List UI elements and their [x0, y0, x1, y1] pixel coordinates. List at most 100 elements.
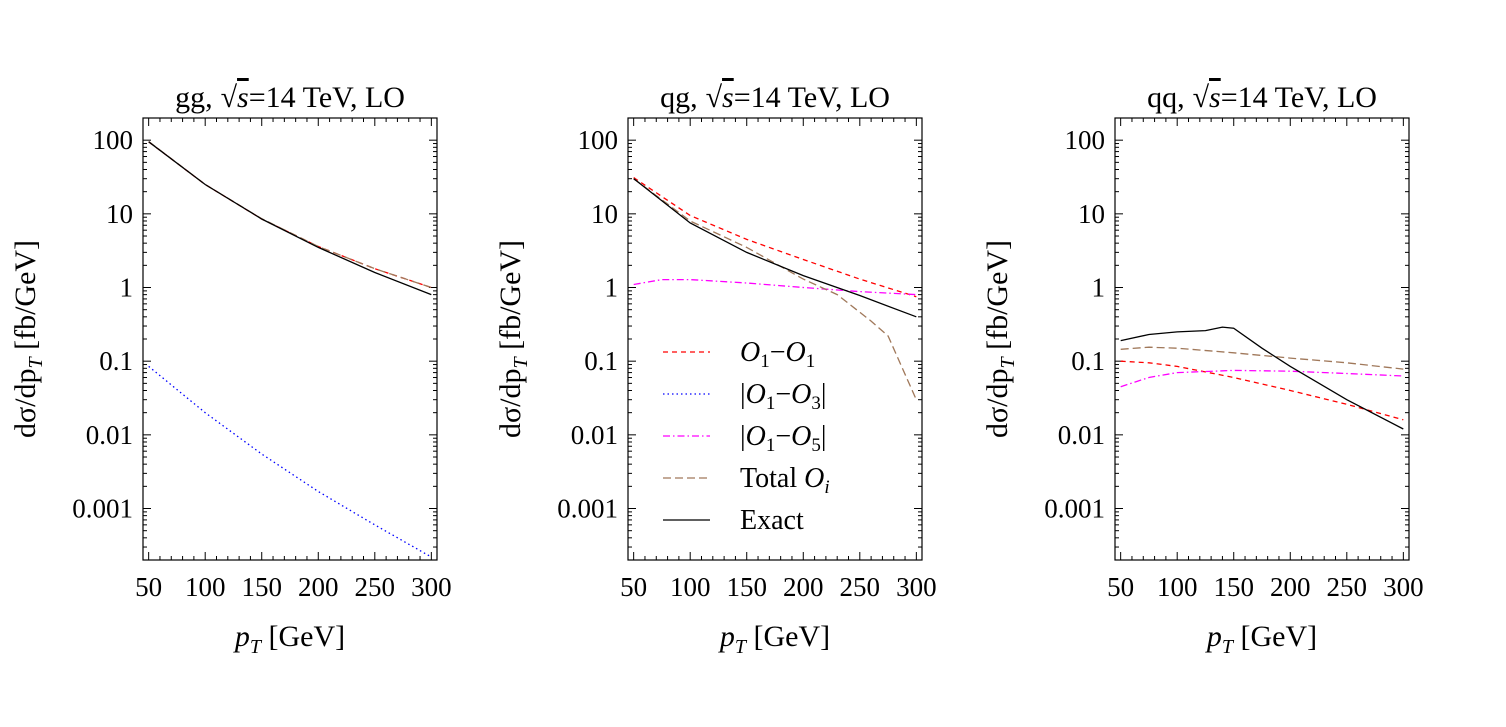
series-line-total: [148, 140, 432, 289]
title-sqrt-var: s: [1209, 81, 1221, 114]
chart-panel-2: 100 10 1 0.1 0.01 0.001 50 100 150 200 250 300 qg, √s…: [494, 81, 937, 658]
minus-sign: −: [775, 421, 791, 452]
x-tick-label: 200: [783, 572, 824, 602]
y-tick-label: 100: [93, 125, 134, 155]
chart-title: qq, √s=14 TeV, LO: [1147, 81, 1377, 114]
chart-panel-3: 100 10 1 0.1 0.01 0.001 50 100 150 200 250 300 qq, √s…: [981, 81, 1424, 658]
series-line-o1o5: [633, 278, 917, 296]
y-tick-label: 1: [1092, 273, 1106, 303]
op-a: O: [746, 421, 766, 452]
x-tick-label: 250: [840, 572, 881, 602]
abs-bar: |: [740, 379, 746, 410]
title-sqrt-symbol: √: [706, 81, 723, 114]
series-line-o1o1: [633, 177, 917, 298]
y-tick-label: 0.01: [1058, 420, 1105, 450]
series-line-o1o5: [1120, 369, 1404, 388]
x-tick-label: 250: [355, 572, 396, 602]
y-axis-label: dσ/dpT [fb/GeV]: [494, 240, 532, 438]
legend-label-o1o3: |O1−O3|: [740, 379, 826, 414]
y-tick-label: 10: [106, 199, 133, 229]
x-tick-label: 150: [241, 572, 282, 602]
y-tick-label: 0.1: [1071, 346, 1105, 376]
y-tick-label: 0.1: [584, 346, 618, 376]
x-tick-label: 300: [1383, 572, 1424, 602]
abs-bar: |: [740, 421, 746, 452]
y-tick-label: 0.01: [571, 420, 618, 450]
x-label-var: p: [1205, 620, 1222, 653]
plot-frame: [1114, 117, 1410, 561]
title-sqrt-symbol: √: [221, 81, 238, 114]
y-tick-label: 1: [120, 273, 134, 303]
y-tick-label: 10: [1078, 199, 1105, 229]
x-label-sub: T: [250, 636, 263, 658]
series-line-o1o1: [148, 141, 432, 289]
x-label-sub: T: [735, 636, 748, 658]
y-label-unit: [fb/GeV]: [981, 240, 1014, 357]
y-tick-label: 1: [605, 273, 619, 303]
legend-text: Total: [740, 463, 804, 494]
op-b: O: [791, 421, 811, 452]
title-sqrt-var: s: [722, 81, 734, 114]
op-b-sub: 1: [806, 351, 816, 372]
x-axis-label: pT [GeV]: [1205, 620, 1317, 658]
x-tick-label: 300: [896, 572, 937, 602]
title-rest: =14 TeV, LO: [734, 81, 890, 114]
op-a-sub: 1: [760, 351, 770, 372]
x-tick-label: 50: [135, 572, 162, 602]
x-label-sub: T: [1222, 636, 1235, 658]
x-axis-label: pT [GeV]: [233, 620, 345, 658]
y-label-sub: T: [25, 356, 47, 369]
title-sqrt-var: s: [237, 81, 249, 114]
plot-frame: [142, 117, 438, 561]
title-process: gg,: [175, 81, 213, 114]
y-tick-label: 100: [1065, 125, 1106, 155]
x-tick-label: 100: [185, 572, 226, 602]
series-line-total: [1120, 346, 1404, 370]
op-a: O: [746, 379, 766, 410]
y-tick-label: 10: [591, 199, 618, 229]
x-label-var: p: [233, 620, 250, 653]
y-tick-label: 100: [578, 125, 619, 155]
op-b-sub: 5: [811, 435, 821, 456]
op-b: O: [786, 337, 806, 368]
title-rest: =14 TeV, LO: [1221, 81, 1377, 114]
y-label-sub: T: [510, 356, 532, 369]
y-label-prefix: dσ/dp: [9, 369, 42, 439]
chart-panel-1: 100 10 1 0.1 0.01 0.001 50 100 150 200 250 300 gg, √s…: [9, 81, 452, 658]
title-process: qq,: [1147, 81, 1185, 114]
legend-text: Exact: [740, 505, 804, 536]
abs-bar: |: [821, 421, 827, 452]
series-line-exact: [148, 141, 432, 296]
title-sqrt-symbol: √: [1193, 81, 1210, 114]
legend-label-exact: Exact: [740, 505, 804, 536]
op-b-sub: 3: [811, 393, 821, 414]
x-tick-label: 150: [726, 572, 767, 602]
chart-title: qg, √s=14 TeV, LO: [660, 81, 890, 114]
series-line-exact: [1120, 326, 1404, 430]
x-label-unit: [GeV]: [746, 620, 830, 653]
series-line-exact: [633, 178, 917, 318]
minus-sign: −: [775, 379, 791, 410]
x-tick-label: 200: [1270, 572, 1311, 602]
op-b: O: [791, 379, 811, 410]
x-label-var: p: [718, 620, 735, 653]
legend-label-o1o5: |O1−O5|: [740, 421, 826, 456]
abs-bar: |: [821, 379, 827, 410]
op-a-sub: 1: [766, 435, 776, 456]
y-tick-label: 0.001: [1044, 494, 1105, 524]
x-tick-label: 150: [1213, 572, 1254, 602]
y-axis-label: dσ/dpT [fb/GeV]: [9, 240, 47, 438]
legend-sub: i: [824, 477, 829, 498]
y-label-prefix: dσ/dp: [494, 369, 527, 439]
series-line-total: [633, 178, 917, 400]
title-rest: =14 TeV, LO: [249, 81, 405, 114]
minus-sign: −: [770, 337, 786, 368]
x-tick-label: 200: [298, 572, 339, 602]
y-label-sub: T: [997, 356, 1019, 369]
y-tick-label: 0.1: [99, 346, 133, 376]
chart-title: gg, √s=14 TeV, LO: [175, 81, 405, 114]
x-tick-label: 100: [670, 572, 711, 602]
x-tick-label: 250: [1327, 572, 1368, 602]
op-a: O: [740, 337, 760, 368]
